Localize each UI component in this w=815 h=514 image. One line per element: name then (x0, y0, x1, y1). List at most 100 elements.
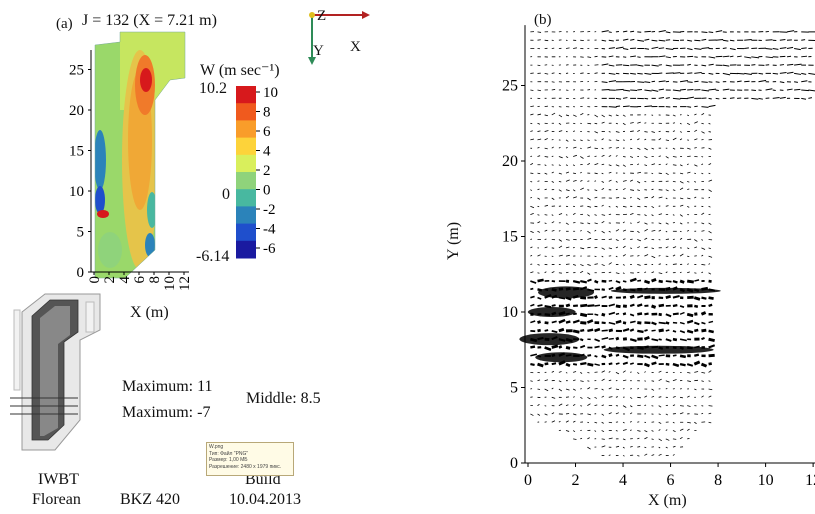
velocity-vector (637, 129, 640, 132)
velocity-vector (558, 254, 563, 257)
burner-jet (603, 345, 714, 354)
velocity-vector (694, 48, 702, 50)
tooltip-line: Размер: 1,00 МБ (209, 457, 248, 463)
velocity-vector (644, 222, 648, 225)
velocity-vector (629, 320, 636, 324)
velocity-vector (587, 163, 591, 166)
velocity-vector (686, 363, 694, 367)
velocity-vector (722, 88, 730, 91)
velocity-vector (637, 312, 643, 316)
colorbar-tick-label: 6 (263, 124, 271, 140)
velocity-vector (701, 264, 706, 266)
velocity-vector (708, 205, 711, 208)
velocity-vector (530, 380, 533, 382)
velocity-vector (644, 246, 648, 249)
velocity-vector (700, 311, 707, 316)
velocity-vector (601, 138, 604, 141)
velocity-vector (794, 88, 801, 91)
velocity-vector (615, 353, 620, 357)
velocity-vector (530, 163, 534, 166)
velocity-vector (679, 122, 682, 125)
velocity-vector (687, 147, 691, 150)
velocity-vector (572, 388, 576, 391)
velocity-vector (544, 413, 548, 416)
velocity-vector (672, 438, 677, 440)
velocity-vector (530, 271, 534, 274)
b-xtick-label: 4 (619, 472, 627, 489)
velocity-vector (608, 295, 613, 299)
velocity-vector (622, 264, 625, 266)
velocity-vector (708, 395, 712, 398)
velocity-vector (580, 156, 584, 159)
velocity-vector (615, 139, 620, 142)
velocity-vector (615, 336, 620, 341)
velocity-vector (608, 437, 613, 440)
velocity-vector (637, 171, 642, 174)
velocity-vector (708, 97, 712, 100)
velocity-vector (622, 97, 628, 99)
velocity-vector (630, 189, 635, 191)
velocity-vector (565, 303, 571, 308)
colorbar-title: W (m sec⁻¹) (200, 62, 280, 79)
velocity-vector (565, 362, 571, 367)
velocity-vector (615, 131, 620, 133)
velocity-vector (615, 88, 624, 91)
velocity-vector (708, 172, 711, 175)
velocity-vector (572, 114, 577, 117)
velocity-vector (608, 80, 617, 83)
velocity-vector (701, 380, 704, 382)
velocity-vector (580, 264, 584, 267)
velocity-vector (687, 114, 690, 117)
velocity-vector (565, 420, 569, 423)
velocity-vector (572, 212, 576, 215)
velocity-vector (537, 172, 541, 175)
velocity-vector (665, 156, 669, 159)
velocity-vector (558, 189, 562, 192)
colorbar-tick-label: 2 (263, 163, 271, 179)
velocity-vector (637, 255, 640, 257)
velocity-vector (601, 345, 606, 349)
velocity-vector (679, 428, 684, 431)
velocity-vector (808, 89, 815, 92)
a-ytick-label: 25 (69, 63, 84, 79)
velocity-vector (679, 204, 684, 207)
velocity-vector (672, 72, 681, 74)
velocity-vector (644, 30, 651, 33)
velocity-vector (722, 39, 729, 42)
velocity-vector (544, 222, 547, 224)
velocity-vector (679, 330, 686, 334)
velocity-vector (530, 113, 534, 116)
velocity-vector (601, 430, 605, 433)
velocity-vector (637, 264, 641, 266)
velocity-vector (544, 362, 549, 366)
tooltip-line: Тип: Файл "PNG" (209, 450, 249, 457)
velocity-vector (658, 354, 665, 357)
velocity-vector (630, 247, 633, 249)
velocity-vector (580, 321, 587, 325)
velocity-vector (665, 189, 669, 192)
velocity-vector (565, 346, 571, 350)
velocity-vector (530, 303, 535, 307)
velocity-vector (601, 404, 605, 406)
velocity-vector (644, 38, 650, 41)
velocity-vector (665, 48, 674, 51)
velocity-vector (580, 222, 584, 224)
colorbar-band (236, 240, 256, 259)
velocity-vector (608, 55, 614, 58)
velocity-vector (679, 354, 687, 359)
velocity-vector (544, 114, 549, 117)
velocity-vector (544, 388, 549, 392)
velocity-vector (615, 285, 622, 291)
velocity-vector (701, 230, 705, 232)
velocity-vector (737, 55, 742, 58)
velocity-vector (772, 48, 779, 50)
velocity-vector (687, 197, 691, 200)
velocity-vector (679, 338, 687, 342)
velocity-vector (601, 329, 608, 332)
velocity-vector (594, 338, 601, 342)
velocity-vector (651, 304, 657, 309)
velocity-vector (537, 64, 541, 67)
velocity-vector (551, 112, 556, 116)
velocity-vector (622, 379, 627, 382)
velocity-vector (637, 246, 641, 249)
